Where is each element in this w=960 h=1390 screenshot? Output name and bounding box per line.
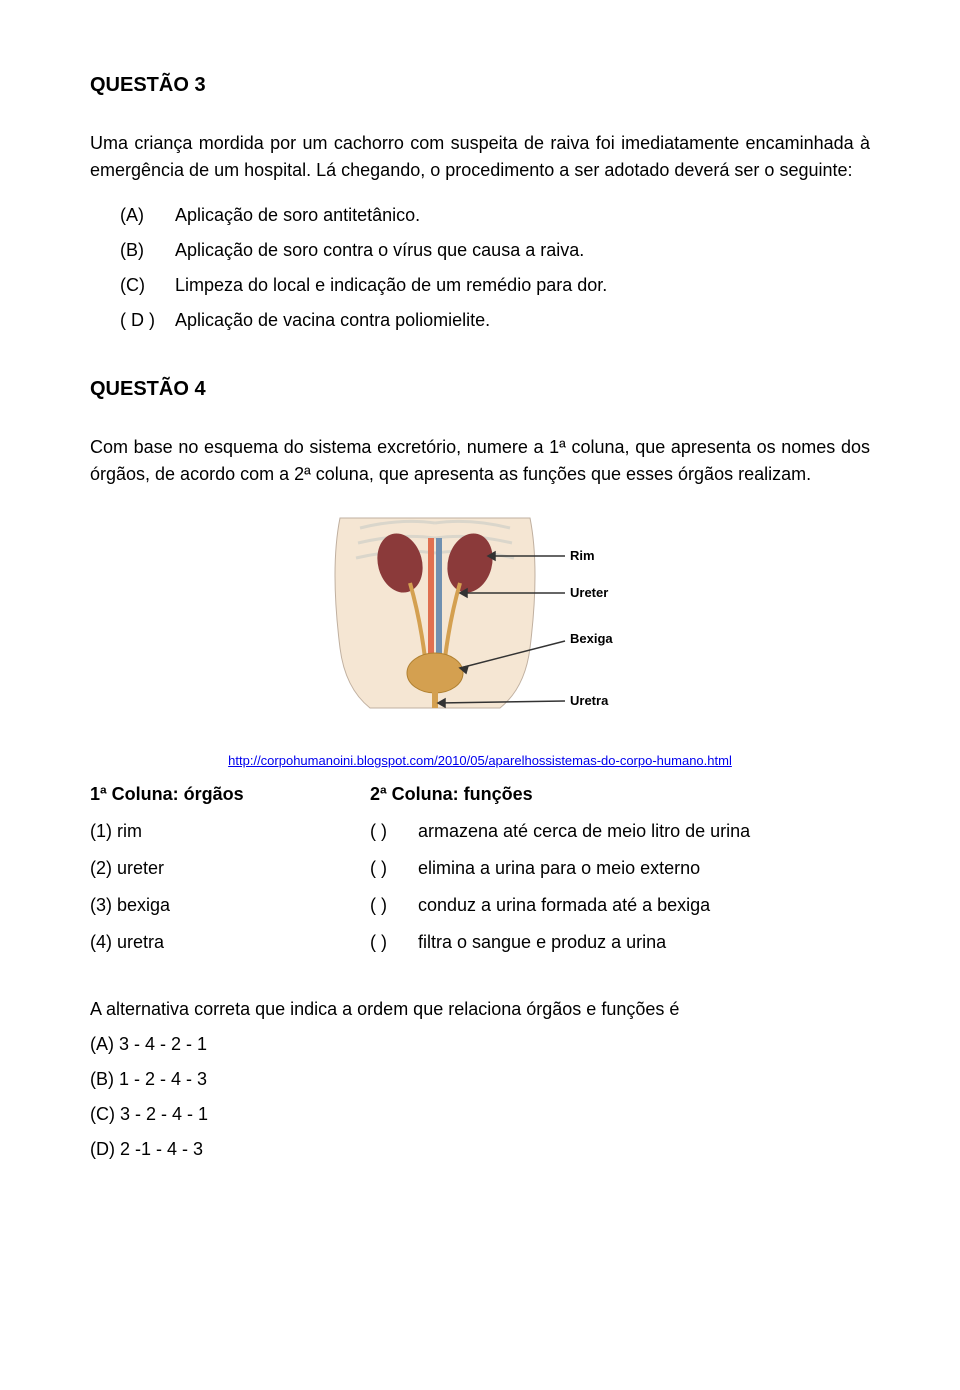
col2-item: ( ) elimina a urina para o meio externo (370, 855, 870, 882)
match-text: filtra o sangue e produz a urina (418, 929, 666, 956)
col1-item: (1) rim (90, 818, 370, 845)
option-text: Aplicação de soro antitetânico. (175, 202, 870, 229)
option-letter: ( D ) (120, 307, 175, 334)
col1-item: (3) bexiga (90, 892, 370, 919)
matching-columns: 1ª Coluna: órgãos (1) rim (2) ureter (3)… (90, 781, 870, 966)
question3-text: Uma criança mordida por um cachorro com … (90, 130, 870, 184)
answer-prompt: A alternativa correta que indica a ordem… (90, 996, 870, 1023)
option-text: Limpeza do local e indicação de um reméd… (175, 272, 870, 299)
col2-item: ( ) conduz a urina formada até a bexiga (370, 892, 870, 919)
option-text: Aplicação de vacina contra poliomielite. (175, 307, 870, 334)
question4-title: QUESTÃO 4 (90, 374, 870, 404)
option-row: (A) Aplicação de soro antitetânico. (120, 202, 870, 229)
match-text: armazena até cerca de meio litro de urin… (418, 818, 750, 845)
answer-options: (A) 3 - 4 - 2 - 1 (B) 1 - 2 - 4 - 3 (C) … (90, 1031, 870, 1163)
answer-option: (B) 1 - 2 - 4 - 3 (90, 1066, 870, 1093)
option-letter: (C) (120, 272, 175, 299)
option-letter: (B) (120, 237, 175, 264)
col2-header: 2ª Coluna: funções (370, 781, 870, 808)
option-row: ( D ) Aplicação de vacina contra poliomi… (120, 307, 870, 334)
answer-option: (A) 3 - 4 - 2 - 1 (90, 1031, 870, 1058)
match-paren: ( ) (370, 892, 418, 919)
col2-item: ( ) filtra o sangue e produz a urina (370, 929, 870, 956)
question3-title: QUESTÃO 3 (90, 70, 870, 100)
label-ureter: Ureter (570, 585, 608, 600)
col2-item: ( ) armazena até cerca de meio litro de … (370, 818, 870, 845)
question4-text: Com base no esquema do sistema excretóri… (90, 434, 870, 488)
match-paren: ( ) (370, 855, 418, 882)
match-text: elimina a urina para o meio externo (418, 855, 700, 882)
label-rim: Rim (570, 548, 595, 563)
question3-options: (A) Aplicação de soro antitetânico. (B) … (90, 202, 870, 334)
label-uretra: Uretra (570, 693, 609, 708)
option-row: (C) Limpeza do local e indicação de um r… (120, 272, 870, 299)
column-2-functions: 2ª Coluna: funções ( ) armazena até cerc… (370, 781, 870, 966)
answer-option: (D) 2 -1 - 4 - 3 (90, 1136, 870, 1163)
answer-option: (C) 3 - 2 - 4 - 1 (90, 1101, 870, 1128)
source-link[interactable]: http://corpohumanoini.blogspot.com/2010/… (90, 751, 870, 771)
match-text: conduz a urina formada até a bexiga (418, 892, 710, 919)
question-4: QUESTÃO 4 Com base no esquema do sistema… (90, 374, 870, 1163)
match-paren: ( ) (370, 929, 418, 956)
option-text: Aplicação de soro contra o vírus que cau… (175, 237, 870, 264)
excretory-system-diagram: Rim Ureter Bexiga Uretra (90, 508, 870, 736)
col1-item: (2) ureter (90, 855, 370, 882)
label-bexiga: Bexiga (570, 631, 613, 646)
col1-header: 1ª Coluna: órgãos (90, 781, 370, 808)
column-1-organs: 1ª Coluna: órgãos (1) rim (2) ureter (3)… (90, 781, 370, 966)
question-3: QUESTÃO 3 Uma criança mordida por um cac… (90, 70, 870, 334)
match-paren: ( ) (370, 818, 418, 845)
col1-item: (4) uretra (90, 929, 370, 956)
option-row: (B) Aplicação de soro contra o vírus que… (120, 237, 870, 264)
option-letter: (A) (120, 202, 175, 229)
anatomy-svg: Rim Ureter Bexiga Uretra (320, 508, 640, 728)
